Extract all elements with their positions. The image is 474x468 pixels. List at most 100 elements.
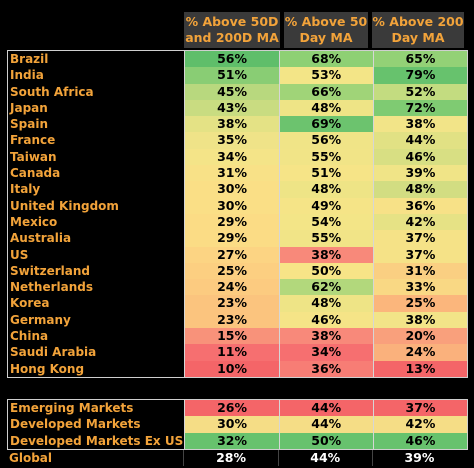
- country-row-cell: 38%: [372, 116, 467, 133]
- country-row-label: Switzerland: [10, 263, 90, 278]
- country-row: US 27% 38% 37%: [8, 246, 467, 263]
- country-row: Hong Kong 10% 36% 13%: [8, 360, 467, 377]
- country-row-cell: 37%: [372, 230, 467, 247]
- country-row-label: South Africa: [10, 84, 94, 99]
- country-row-cell: 35%: [184, 132, 279, 149]
- country-row-cell: 15%: [184, 328, 279, 345]
- country-row-cell: 43%: [184, 99, 279, 117]
- country-row-cell: 25%: [372, 295, 467, 312]
- global-row: Global 28% 44% 39%: [7, 449, 466, 466]
- country-row-cell: 13%: [372, 360, 467, 377]
- country-row-cell: 66%: [278, 83, 373, 100]
- country-row-cell: 38%: [184, 116, 279, 133]
- country-row: Taiwan 34% 55% 46%: [8, 148, 467, 166]
- country-row-cell: 51%: [184, 67, 279, 84]
- country-row-label: Brazil: [10, 52, 49, 66]
- country-row-cell: 53%: [278, 67, 373, 84]
- country-row-cell: 29%: [184, 213, 279, 231]
- country-row-label: US: [10, 247, 29, 262]
- country-row-cell: 68%: [278, 51, 373, 68]
- country-row: Canada 31% 51% 39%: [8, 165, 467, 182]
- aggregate-row-cell: 32%: [184, 432, 279, 449]
- country-row-label: India: [10, 68, 44, 83]
- country-row: Netherlands 24% 62% 33%: [8, 279, 467, 296]
- country-row-label: Australia: [10, 231, 72, 246]
- aggregate-row-cell: 42%: [372, 416, 467, 433]
- country-row-cell: 11%: [184, 344, 279, 361]
- country-row-label: Italy: [10, 182, 41, 197]
- aggregate-row-cell: 44%: [278, 416, 373, 433]
- country-row-cell: 27%: [184, 246, 279, 263]
- aggregate-row: Developed Markets 30% 44% 42%: [8, 416, 467, 433]
- country-row: South Africa 45% 66% 52%: [8, 83, 467, 100]
- country-row-cell: 10%: [184, 360, 279, 377]
- aggregate-row-cell: 37%: [372, 400, 467, 417]
- aggregate-row: Developed Markets Ex US 32% 50% 46%: [8, 432, 467, 449]
- country-row-cell: 51%: [278, 165, 373, 182]
- country-row: Mexico 29% 54% 42%: [8, 213, 467, 231]
- country-row-cell: 38%: [278, 328, 373, 345]
- country-row-label: Taiwan: [10, 149, 57, 164]
- country-row: Italy 30% 48% 48%: [8, 181, 467, 198]
- aggregate-row: Emerging Markets 26% 44% 37%: [8, 400, 467, 417]
- country-row-label: Japan: [10, 100, 48, 115]
- aggregate-row-label: Emerging Markets: [10, 401, 134, 415]
- country-row-cell: 29%: [184, 230, 279, 247]
- country-row-cell: 46%: [278, 311, 373, 329]
- country-row: China 15% 38% 20%: [8, 328, 467, 345]
- aggregate-row-cell: 44%: [278, 400, 373, 417]
- country-row-cell: 25%: [184, 262, 279, 280]
- country-row-cell: 79%: [372, 67, 467, 84]
- aggregate-row-label: Developed Markets: [10, 417, 141, 432]
- country-row-cell: 42%: [372, 213, 467, 231]
- country-row-label: Hong Kong: [10, 361, 85, 376]
- country-row-cell: 36%: [278, 360, 373, 377]
- country-row-cell: 37%: [372, 246, 467, 263]
- country-row-cell: 34%: [278, 344, 373, 361]
- country-row: United Kingdom 30% 49% 36%: [8, 197, 467, 214]
- country-row-cell: 33%: [372, 279, 467, 296]
- aggregate-row-cell: 26%: [184, 400, 279, 417]
- country-row-cell: 48%: [278, 99, 373, 117]
- country-row-cell: 48%: [278, 295, 373, 312]
- country-row: Spain 38% 69% 38%: [8, 116, 467, 133]
- country-row-cell: 24%: [372, 344, 467, 361]
- country-row-cell: 55%: [278, 148, 373, 166]
- country-row-cell: 36%: [372, 197, 467, 214]
- country-row-cell: 20%: [372, 328, 467, 345]
- header-above-50-day: % Above 50 Day MA: [284, 12, 368, 48]
- country-row-cell: 34%: [184, 148, 279, 166]
- country-row-cell: 48%: [372, 181, 467, 198]
- country-row-cell: 23%: [184, 311, 279, 329]
- country-row-cell: 69%: [278, 116, 373, 133]
- country-row-label: France: [10, 133, 56, 148]
- country-row-cell: 30%: [184, 197, 279, 214]
- country-row-cell: 54%: [278, 213, 373, 231]
- aggregate-row-label: Developed Markets Ex US: [10, 433, 184, 448]
- aggregate-row-cell: 30%: [184, 416, 279, 433]
- country-row-cell: 65%: [372, 51, 467, 68]
- country-row-cell: 72%: [372, 99, 467, 117]
- country-row-cell: 55%: [278, 230, 373, 247]
- country-row-label: Germany: [10, 312, 71, 327]
- header-above-50d-and-200d: % Above 50D and 200D MA: [184, 12, 280, 48]
- country-row: India 51% 53% 79%: [8, 67, 467, 84]
- country-row-cell: 38%: [372, 311, 467, 329]
- country-row-label: Saudi Arabia: [10, 345, 97, 360]
- country-row: Saudi Arabia 11% 34% 24%: [8, 344, 467, 361]
- country-row-label: Canada: [10, 166, 61, 181]
- country-row-cell: 62%: [278, 279, 373, 296]
- aggregate-row-cell: 50%: [278, 432, 373, 449]
- country-row-label: Korea: [10, 296, 50, 311]
- country-row: Germany 23% 46% 38%: [8, 311, 467, 329]
- country-row-cell: 56%: [184, 51, 279, 68]
- header-above-200-day: % Above 200 Day MA: [372, 12, 464, 48]
- country-row-cell: 45%: [184, 83, 279, 100]
- country-row-label: China: [10, 329, 49, 344]
- global-label: Global: [9, 451, 53, 465]
- countries-table: Brazil 56% 68% 65% India 51% 53% 79% South Afric…: [7, 50, 468, 378]
- country-row-cell: 23%: [184, 295, 279, 312]
- country-row-cell: 24%: [184, 279, 279, 296]
- country-row-cell: 50%: [278, 262, 373, 280]
- aggregates-table: Emerging Markets 26% 44% 37% Developed Marke…: [7, 399, 468, 450]
